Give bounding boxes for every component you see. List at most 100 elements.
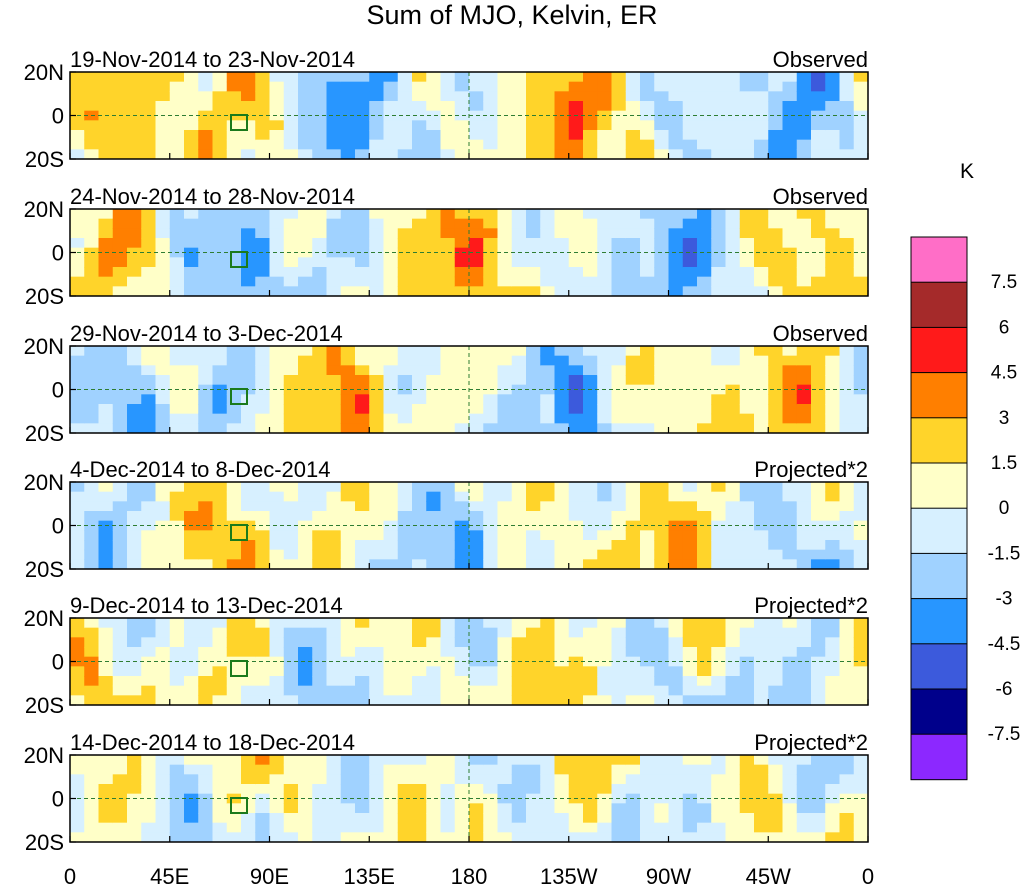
field-cell [725, 482, 741, 493]
field-cell [526, 685, 541, 696]
field-cell [141, 375, 157, 386]
field-cell [412, 72, 427, 83]
field-cell [725, 404, 741, 415]
field-cell [98, 209, 114, 220]
field-cell [540, 365, 556, 376]
field-cell [412, 81, 427, 92]
field-cell [611, 627, 627, 638]
field-cell [440, 627, 456, 638]
field-cell [127, 365, 142, 376]
field-cell [853, 685, 868, 696]
field-cell [511, 91, 527, 102]
field-cell [355, 238, 370, 249]
field-cell [782, 647, 798, 658]
field-cell [198, 404, 214, 415]
field-cell [768, 130, 784, 141]
field-cell [839, 238, 855, 249]
field-cell [255, 257, 271, 268]
field-cell [597, 286, 613, 296]
field-cell [782, 618, 798, 629]
field-cell [754, 559, 769, 569]
field-cell [241, 218, 256, 229]
field-cell [98, 91, 114, 102]
field-cell [269, 482, 285, 493]
field-cell [825, 130, 841, 141]
field-cell [554, 784, 570, 795]
field-cell [739, 218, 755, 229]
field-cell [98, 540, 114, 551]
field-cell [711, 91, 727, 102]
field-cell [754, 685, 769, 696]
field-cell [796, 81, 812, 92]
field-cell [340, 511, 356, 522]
field-cell [540, 755, 556, 766]
field-cell [84, 491, 100, 502]
field-cell [825, 676, 841, 687]
field-cell [697, 384, 712, 395]
field-cell [283, 549, 299, 560]
field-cell [84, 549, 100, 560]
field-cell [112, 355, 128, 366]
field-cell [269, 764, 285, 775]
field-cell [255, 559, 271, 569]
field-cell [383, 286, 399, 296]
field-cell [397, 276, 413, 287]
field-cell [554, 91, 570, 102]
field-cell [112, 491, 128, 502]
field-cell [511, 676, 527, 687]
field-cell [796, 695, 812, 705]
field-cell [326, 91, 342, 102]
field-cell [155, 101, 171, 112]
field-cell [511, 482, 527, 493]
field-cell [597, 139, 613, 150]
field-cell [84, 218, 100, 229]
field-cell [112, 813, 128, 824]
field-cell [127, 120, 142, 131]
field-cell [711, 482, 727, 493]
field-cell [668, 511, 684, 522]
field-cell [782, 501, 798, 512]
field-cell [483, 276, 499, 287]
field-cell [754, 676, 769, 687]
field-cell [340, 549, 356, 560]
colorbar-level-label: 7.5 [991, 272, 1017, 293]
field-cell [469, 755, 484, 766]
field-cell [697, 130, 712, 141]
field-cell [312, 647, 328, 658]
field-cell [768, 228, 784, 239]
field-cell [625, 375, 641, 386]
colorbar-level-label: -3 [996, 589, 1013, 610]
field-cell [184, 346, 199, 357]
field-cell [412, 365, 427, 376]
field-cell [839, 676, 855, 687]
field-cell [469, 404, 484, 415]
field-cell [682, 764, 698, 775]
field-cell [169, 784, 185, 795]
field-cell [312, 666, 328, 677]
field-cell [511, 101, 527, 112]
field-cell [226, 774, 242, 785]
field-cell [412, 228, 427, 239]
field-cell [853, 511, 868, 522]
field-cell [554, 394, 570, 405]
field-cell [839, 618, 855, 629]
field-cell [768, 501, 784, 512]
field-cell [682, 91, 698, 102]
field-cell [70, 774, 85, 785]
field-cell [155, 822, 171, 833]
field-cell [469, 257, 484, 268]
field-cell [654, 394, 670, 405]
field-cell [355, 101, 370, 112]
field-cell [711, 375, 727, 386]
field-cell [269, 375, 285, 386]
field-cell [568, 257, 584, 268]
field-cell [853, 549, 868, 560]
field-cell [853, 110, 868, 121]
field-cell [568, 238, 584, 249]
field-cell [711, 618, 727, 629]
field-cell [739, 695, 755, 705]
field-cell [511, 637, 527, 648]
field-cell [98, 784, 114, 795]
field-cell [825, 501, 841, 512]
field-cell [169, 139, 185, 150]
